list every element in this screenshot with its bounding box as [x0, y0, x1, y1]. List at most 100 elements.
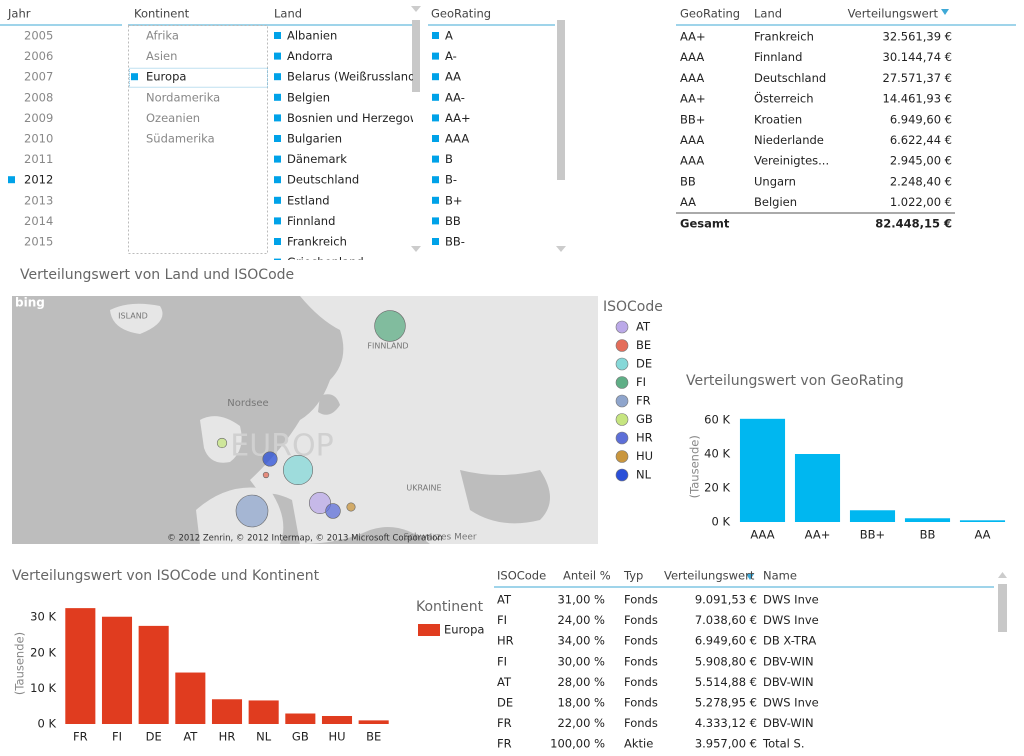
slicer-item[interactable]: Bulgarien	[287, 132, 342, 146]
slicer-item[interactable]: Finnland	[287, 214, 335, 228]
slicer-item[interactable]: 2015	[24, 235, 53, 249]
column-header[interactable]: ISOCode	[497, 569, 546, 583]
bar[interactable]	[321, 715, 353, 724]
slicer-item[interactable]: 2014	[24, 214, 53, 228]
slicer-item[interactable]: 2011	[24, 152, 53, 166]
slicer-item[interactable]: AA	[445, 70, 461, 84]
slicer-item[interactable]: Dänemark	[287, 152, 347, 166]
slicer-item[interactable]: AAA	[445, 132, 469, 146]
bar[interactable]	[248, 700, 279, 724]
slicer-item[interactable]: 2009	[24, 111, 53, 125]
bubble[interactable]	[374, 310, 406, 342]
slicer-item[interactable]: BB	[445, 214, 461, 228]
bubble[interactable]	[282, 454, 314, 486]
scroll-arrow[interactable]	[556, 246, 566, 252]
bubble[interactable]	[325, 503, 341, 519]
bubble[interactable]	[346, 502, 356, 512]
slicer-item[interactable]: BB-	[445, 235, 465, 249]
column-header[interactable]: Verteilungswert	[848, 7, 939, 21]
slicer-item[interactable]: B-	[445, 173, 457, 187]
legend-swatch[interactable]	[615, 468, 629, 482]
slicer-item[interactable]: Estland	[287, 193, 330, 207]
scrollbar[interactable]	[412, 20, 420, 92]
legend-label[interactable]: GB	[636, 412, 653, 426]
legend-swatch[interactable]	[615, 413, 629, 426]
legend-label[interactable]: Europa	[444, 623, 484, 637]
slicer-item[interactable]: 2007	[24, 70, 53, 84]
column-header[interactable]: Typ	[623, 569, 643, 583]
slicer-item[interactable]: Andorra	[287, 49, 333, 63]
column-header[interactable]: Land	[754, 7, 782, 21]
bar[interactable]	[101, 616, 133, 724]
slicer-item[interactable]: Europa	[146, 70, 186, 84]
column-header[interactable]: Name	[763, 569, 797, 583]
scrollbar[interactable]	[998, 584, 1007, 632]
bar[interactable]	[138, 625, 169, 724]
slicer-item[interactable]: Belgien	[287, 90, 330, 104]
bar[interactable]	[849, 510, 896, 522]
legend-swatch[interactable]	[418, 624, 440, 636]
bubble[interactable]	[262, 471, 270, 479]
bubble[interactable]	[262, 451, 278, 467]
slicer-item[interactable]: Griechenland	[287, 255, 364, 269]
bar[interactable]	[358, 720, 389, 724]
slicer-item[interactable]: Frankreich	[287, 235, 347, 249]
map[interactable]: ISLAND FINNLAND Nordsee UKRAINE EUROP Schwarz…	[12, 296, 598, 545]
bar[interactable]	[175, 672, 206, 724]
bubble[interactable]	[235, 494, 269, 528]
scrollbar[interactable]	[557, 20, 565, 180]
slicer-item[interactable]: B+	[445, 193, 463, 207]
slicer-item[interactable]: AA+	[445, 111, 471, 125]
legend-swatch[interactable]	[615, 376, 629, 389]
slicer-item[interactable]: 2005	[24, 29, 53, 43]
slicer-item[interactable]: Nordamerika	[146, 90, 220, 104]
bar[interactable]	[285, 713, 316, 724]
legend-swatch[interactable]	[615, 339, 629, 352]
bar[interactable]	[739, 418, 786, 522]
legend-label[interactable]: BE	[636, 338, 651, 352]
bubble[interactable]	[216, 437, 228, 449]
slicer-item[interactable]: Bosnien und Herzegowi	[287, 111, 422, 125]
legend-label[interactable]: HU	[636, 449, 653, 463]
slicer-item[interactable]: Südamerika	[146, 132, 215, 146]
legend-label[interactable]: DE	[636, 357, 652, 371]
legend-label[interactable]: FI	[636, 375, 646, 389]
slicer-item[interactable]: 2012	[24, 173, 53, 187]
legend-swatch[interactable]	[615, 357, 629, 371]
scroll-arrow[interactable]	[998, 572, 1007, 578]
slicer-item[interactable]: Asien	[146, 49, 177, 63]
legend-label[interactable]: HR	[636, 431, 653, 445]
slicer-item[interactable]: Belarus (Weißrussland)	[287, 70, 420, 84]
slicer-item[interactable]: 2013	[24, 193, 53, 207]
bar[interactable]	[211, 699, 243, 724]
slicer-item[interactable]: A-	[445, 49, 457, 63]
legend-swatch[interactable]	[615, 320, 629, 334]
legend-label[interactable]: NL	[636, 468, 652, 482]
slicer-item[interactable]: Deutschland	[287, 173, 359, 187]
slicer-item[interactable]: Ozeanien	[146, 111, 200, 125]
legend-swatch[interactable]	[615, 431, 629, 445]
legend-label[interactable]: FR	[636, 394, 651, 408]
slicer-item[interactable]: A	[445, 29, 453, 43]
bubble[interactable]	[309, 492, 331, 514]
slicer-item[interactable]: AA-	[445, 90, 465, 104]
column-header[interactable]: Verteilungswert	[664, 569, 755, 583]
legend-label[interactable]: AT	[636, 320, 651, 334]
slicer-item[interactable]: 2008	[24, 90, 53, 104]
slicer-item[interactable]: B	[445, 152, 453, 166]
column-header[interactable]: GeoRating	[680, 7, 740, 21]
bar[interactable]	[904, 518, 951, 522]
bar[interactable]	[794, 454, 841, 522]
slicer-item[interactable]: Albanien	[287, 29, 337, 43]
slicer-item[interactable]: Afrika	[146, 29, 179, 43]
sort-indicator[interactable]	[746, 574, 754, 580]
legend-swatch[interactable]	[615, 394, 629, 408]
slicer-item[interactable]: 2006	[24, 49, 53, 63]
table-cell: Fonds	[624, 593, 658, 607]
slicer-item[interactable]: 2010	[24, 132, 53, 146]
legend-swatch[interactable]	[615, 450, 629, 463]
sort-indicator[interactable]	[941, 9, 949, 15]
column-header[interactable]: Anteil %	[563, 569, 611, 583]
bar[interactable]	[959, 520, 1006, 522]
bar[interactable]	[65, 608, 96, 724]
